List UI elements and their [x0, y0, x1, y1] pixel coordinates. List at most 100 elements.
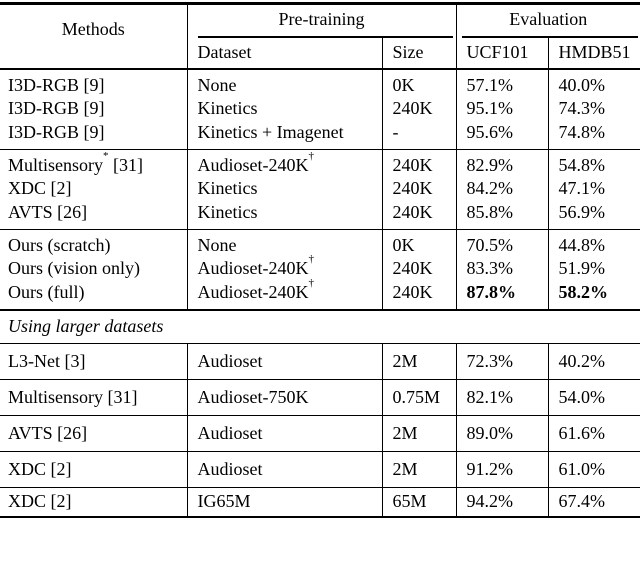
- method-name: Ours (scratch): [8, 234, 111, 255]
- method-name: L3-Net [3]: [8, 351, 86, 371]
- cell-size: 2M: [381, 343, 457, 380]
- cell-ucf101: 89.0%: [455, 415, 549, 452]
- results-table: Methods Pre-training Evaluation Dataset …: [0, 2, 640, 518]
- cell-hmdb51: 40.2%: [547, 343, 640, 380]
- cell-method: Ours (scratch): [0, 229, 187, 256]
- cell-dataset: Kinetics: [186, 95, 382, 122]
- cell-hmdb51: 74.8%: [547, 121, 640, 149]
- cell-size: 2M: [381, 451, 457, 488]
- cell-dataset: Audioset-750K: [186, 379, 382, 416]
- cell-size: 0K: [381, 229, 457, 256]
- cell-hmdb51: 40.0%: [547, 68, 640, 96]
- method-name: Multisensory: [8, 154, 104, 175]
- table-row: Ours (full) Audioset-240K† 240K 87.8% 58.2%: [0, 277, 640, 310]
- cell-hmdb51: 54.8%: [547, 149, 640, 176]
- table-row: AVTS [26] Audioset 2M 89.0% 61.6%: [0, 415, 640, 452]
- cell-ucf101: 87.8%: [455, 281, 549, 310]
- cell-size: 0.75M: [381, 379, 457, 416]
- cell-hmdb51: 74.3%: [547, 95, 640, 122]
- dataset-dagger: †: [308, 276, 315, 289]
- cell-size: -: [381, 121, 457, 149]
- paper-table-figure: Methods Pre-training Evaluation Dataset …: [0, 2, 640, 518]
- cell-dataset: IG65M: [186, 487, 382, 517]
- table-row: I3D-RGB [9] Kinetics 240K 95.1% 74.3%: [0, 95, 640, 122]
- cell-method: L3-Net [3]: [0, 344, 187, 380]
- dataset-name: None: [197, 74, 237, 95]
- cell-method: I3D-RGB [9]: [0, 69, 187, 96]
- group-supervised-baselines: I3D-RGB [9] None 0K 57.1% 40.0% I3D-RGB [9] Ki…: [0, 68, 640, 150]
- larger-dataset-row-group: XDC [2] IG65M 65M 94.2% 67.4%: [0, 487, 640, 517]
- method-name: AVTS [26]: [8, 201, 88, 222]
- cell-ucf101: 95.6%: [455, 121, 549, 149]
- cell-method: AVTS [26]: [0, 416, 187, 452]
- group-ours: Ours (scratch) None 0K 70.5% 44.8% Ours (visi…: [0, 229, 640, 310]
- cell-ucf101: 83.3%: [455, 255, 549, 282]
- dataset-name: Audioset: [197, 459, 263, 479]
- table-row: XDC [2] Audioset 2M 91.2% 61.0%: [0, 451, 640, 488]
- col-header-size: Size: [381, 37, 457, 69]
- cell-method: Ours (vision only): [0, 256, 187, 282]
- larger-dataset-row-group: XDC [2] Audioset 2M 91.2% 61.0%: [0, 451, 640, 488]
- cell-size: 240K: [381, 175, 457, 202]
- table-row: Ours (scratch) None 0K 70.5% 44.8%: [0, 229, 640, 256]
- cell-method: I3D-RGB [9]: [0, 122, 187, 150]
- cell-dataset: Audioset: [186, 451, 382, 488]
- larger-dataset-row-group: L3-Net [3] Audioset 2M 72.3% 40.2%: [0, 343, 640, 380]
- cell-hmdb51: 47.1%: [547, 175, 640, 202]
- dataset-name: Audioset-240K: [197, 281, 309, 302]
- cell-hmdb51: 67.4%: [547, 487, 640, 517]
- cell-dataset: Audioset-240K†: [186, 277, 382, 310]
- header-row-columns: Dataset Size UCF101 HMDB51: [0, 37, 640, 69]
- cell-method: AVTS [26]: [0, 202, 187, 230]
- cell-ucf101: 82.1%: [455, 379, 549, 416]
- cell-dataset: None: [186, 68, 382, 96]
- method-reference: [31]: [108, 154, 144, 175]
- dataset-name: Audioset-240K: [197, 154, 309, 175]
- cell-ucf101: 57.1%: [455, 68, 549, 96]
- cell-dataset: Audioset: [186, 415, 382, 452]
- col-header-hmdb51: HMDB51: [547, 37, 640, 69]
- cell-hmdb51: 61.0%: [547, 451, 640, 488]
- cell-size: 0K: [381, 68, 457, 96]
- cell-size: 65M: [381, 487, 457, 517]
- dataset-dagger: †: [308, 253, 315, 266]
- dataset-name: None: [197, 234, 237, 255]
- dataset-name: Kinetics + Imagenet: [197, 121, 344, 142]
- table-row: Multisensory [31] Audioset-750K 0.75M 82.1%…: [0, 379, 640, 416]
- cell-hmdb51: 54.0%: [547, 379, 640, 416]
- dataset-name: Audioset-240K: [197, 258, 309, 278]
- dataset-name: Kinetics: [197, 178, 258, 198]
- method-name: Ours (full): [8, 281, 85, 302]
- dataset-name: Audioset: [197, 351, 263, 371]
- cell-hmdb51: 44.8%: [547, 229, 640, 256]
- method-name: XDC [2]: [8, 459, 72, 479]
- cell-hmdb51: 61.6%: [547, 415, 640, 452]
- cell-ucf101: 70.5%: [455, 229, 549, 256]
- cell-size: 240K: [381, 149, 457, 176]
- cell-ucf101: 95.1%: [455, 95, 549, 122]
- cell-size: 240K: [381, 281, 457, 310]
- col-header-ucf101: UCF101: [455, 37, 549, 69]
- cell-hmdb51: 58.2%: [547, 281, 640, 310]
- cell-ucf101: 84.2%: [455, 175, 549, 202]
- dataset-name: Audioset: [197, 423, 263, 443]
- cell-method: Ours (full): [0, 282, 187, 310]
- cell-dataset: Kinetics: [186, 201, 382, 229]
- col-header-dataset: Dataset: [186, 37, 382, 69]
- method-superscript: *: [103, 149, 109, 162]
- cell-dataset: Audioset: [186, 343, 382, 380]
- cell-method: XDC [2]: [0, 452, 187, 488]
- dataset-name: Kinetics: [197, 98, 258, 118]
- cell-method: Multisensory [31]: [0, 380, 187, 416]
- cell-dataset: None: [186, 229, 382, 256]
- section-label: Using larger datasets: [8, 316, 164, 337]
- dataset-name: Audioset-750K: [197, 387, 309, 407]
- cell-ucf101: 85.8%: [455, 201, 549, 229]
- table-row: Multisensory* [31] Audioset-240K† 240K 82.9…: [0, 149, 640, 176]
- method-name: XDC [2]: [8, 178, 72, 198]
- cell-dataset: Kinetics: [186, 175, 382, 202]
- table-row: Ours (vision only) Audioset-240K† 240K 83.3…: [0, 253, 640, 282]
- col-group-pretraining: Pre-training: [186, 3, 457, 38]
- dataset-dagger: †: [308, 149, 315, 162]
- cell-size: 240K: [381, 201, 457, 229]
